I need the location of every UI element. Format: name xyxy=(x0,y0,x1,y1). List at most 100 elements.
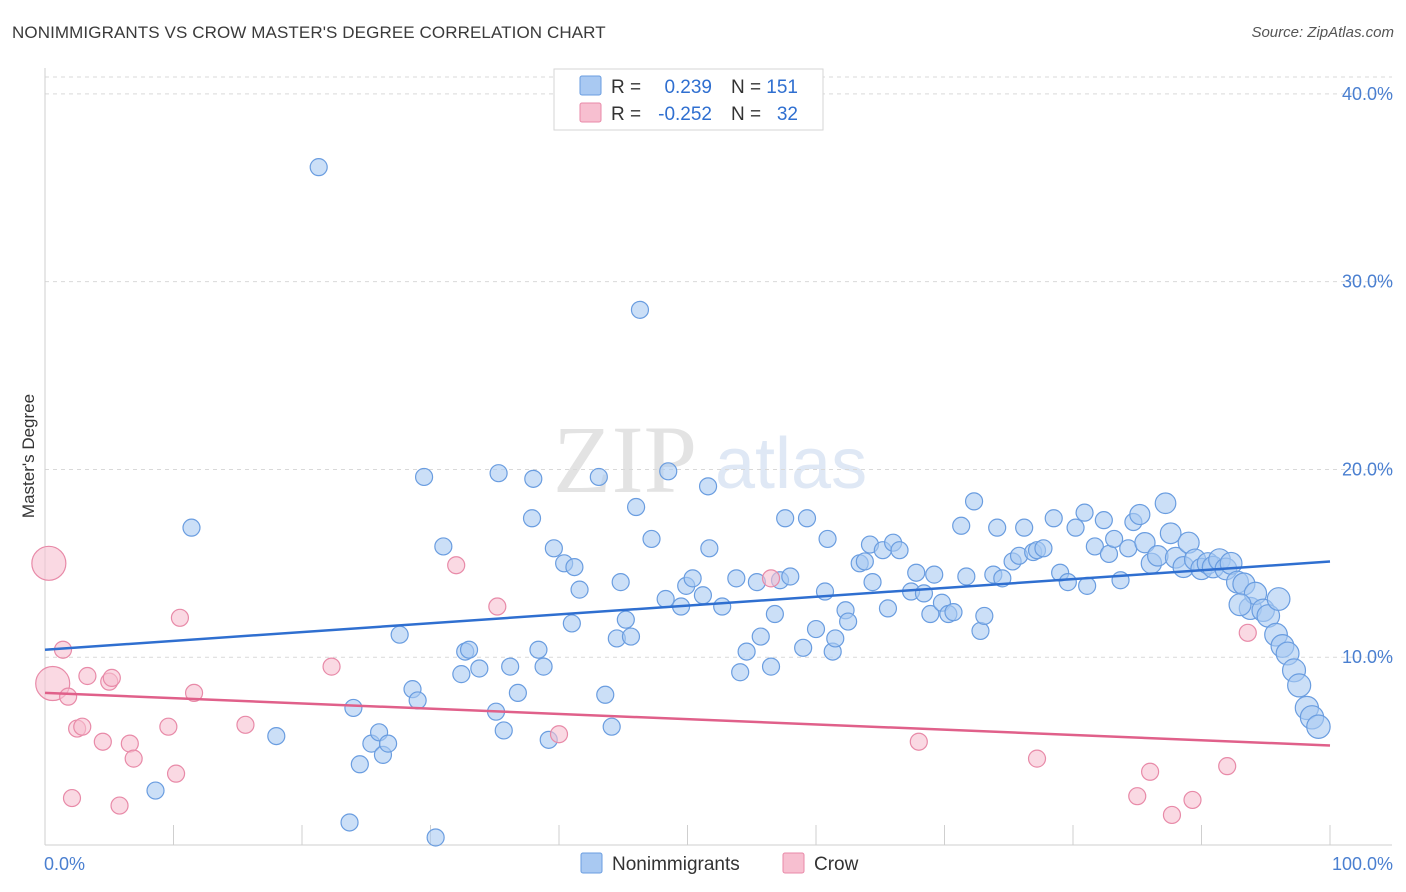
point-nonimmigrants xyxy=(350,755,369,774)
point-nonimmigrants xyxy=(1085,537,1104,556)
point-crow xyxy=(62,788,82,808)
point-nonimmigrants xyxy=(975,606,994,626)
point-nonimmigrants xyxy=(1119,539,1138,558)
point-nonimmigrants xyxy=(1058,573,1077,592)
point-nonimmigrants xyxy=(693,586,713,605)
point-nonimmigrants xyxy=(596,685,615,704)
point-crow xyxy=(322,657,341,676)
x-tick-label: 100.0% xyxy=(1332,854,1393,874)
point-nonimmigrants xyxy=(378,734,398,753)
point-nonimmigrants xyxy=(630,300,650,319)
point-nonimmigrants xyxy=(944,603,963,622)
point-nonimmigrants xyxy=(1078,576,1097,595)
point-nonimmigrants xyxy=(267,726,286,746)
point-crow xyxy=(761,569,781,588)
legend-r-value-crow: -0.252 xyxy=(658,104,712,125)
point-nonimmigrants xyxy=(659,462,678,481)
point-nonimmigrants xyxy=(863,573,882,592)
point-nonimmigrants xyxy=(1066,518,1085,537)
point-crow xyxy=(236,715,255,734)
trend-lines xyxy=(44,560,1331,747)
point-nonimmigrants xyxy=(925,565,944,584)
legend: R = 0.239 N = 151 R = -0.252 N = 32 xyxy=(553,68,824,131)
point-nonimmigrants xyxy=(489,464,508,483)
point-nonimmigrants xyxy=(565,557,584,577)
point-crow xyxy=(73,717,92,736)
point-nonimmigrants xyxy=(529,640,548,659)
point-nonimmigrants xyxy=(806,619,826,639)
point-nonimmigrants xyxy=(988,518,1007,537)
point-nonimmigrants xyxy=(761,657,781,676)
watermark-zip: ZIP xyxy=(553,406,697,513)
trend-line-crow xyxy=(44,691,1331,747)
y-tick-label: 30.0% xyxy=(1342,272,1393,292)
point-nonimmigrants xyxy=(534,657,553,676)
point-crow xyxy=(159,717,178,736)
point-nonimmigrants xyxy=(494,721,513,740)
point-nonimmigrants xyxy=(434,537,453,556)
point-nonimmigrants xyxy=(1099,544,1119,564)
point-nonimmigrants xyxy=(544,539,563,558)
point-crow xyxy=(1128,787,1147,806)
point-nonimmigrants xyxy=(1154,492,1177,515)
point-nonimmigrants xyxy=(878,599,898,618)
point-crow xyxy=(488,597,507,616)
y-tick-labels: 10.0% 20.0% 30.0% 40.0% xyxy=(1342,84,1393,667)
point-nonimmigrants xyxy=(683,569,702,588)
point-crow xyxy=(1183,790,1202,810)
point-nonimmigrants xyxy=(642,529,661,549)
point-nonimmigrants xyxy=(776,509,795,528)
trend-line-nonimmigrants xyxy=(44,560,1331,651)
point-nonimmigrants xyxy=(1306,714,1331,739)
point-crow xyxy=(1027,749,1047,768)
point-crow xyxy=(1218,757,1237,776)
point-crow xyxy=(1140,762,1160,781)
chart-title: NONIMMIGRANTS VS CROW MASTER'S DEGREE CO… xyxy=(12,23,606,42)
point-nonimmigrants xyxy=(522,509,542,528)
point-nonimmigrants xyxy=(309,158,328,177)
bottom-legend-label-nonimmigrants: Nonimmigrants xyxy=(612,854,740,875)
point-crow xyxy=(78,666,97,686)
point-nonimmigrants xyxy=(508,683,527,703)
point-nonimmigrants xyxy=(751,627,770,646)
point-nonimmigrants xyxy=(818,529,837,549)
point-nonimmigrants xyxy=(656,589,675,609)
bottom-legend-label-crow: Crow xyxy=(814,854,859,875)
point-nonimmigrants xyxy=(1129,503,1151,526)
point-nonimmigrants xyxy=(562,614,581,633)
point-nonimmigrants xyxy=(964,492,984,511)
x-tick-labels: 0.0% 100.0% xyxy=(44,854,1393,874)
point-nonimmigrants xyxy=(957,567,976,586)
point-nonimmigrants xyxy=(952,516,971,535)
point-crow xyxy=(31,545,67,581)
point-crow xyxy=(120,734,139,753)
point-nonimmigrants xyxy=(731,663,750,682)
point-crow xyxy=(549,725,569,744)
point-nonimmigrants xyxy=(971,621,990,641)
point-crow xyxy=(166,764,186,783)
point-crow xyxy=(124,749,143,768)
point-nonimmigrants xyxy=(182,518,201,537)
point-nonimmigrants xyxy=(1015,518,1034,537)
point-nonimmigrants xyxy=(470,659,489,678)
point-nonimmigrants xyxy=(914,584,934,603)
point-nonimmigrants xyxy=(616,610,635,629)
bottom-legend-swatch-crow xyxy=(782,852,805,874)
legend-r-label-nonimmigrants: R = xyxy=(611,77,641,98)
point-crow xyxy=(102,668,121,687)
y-tick-label: 10.0% xyxy=(1342,647,1393,667)
x-tick-label: 0.0% xyxy=(44,854,85,874)
point-nonimmigrants xyxy=(1044,509,1063,528)
bottom-legend-swatch-nonimmigrants xyxy=(580,852,603,874)
point-nonimmigrants xyxy=(1075,503,1094,522)
legend-swatch-nonimmigrants xyxy=(579,75,602,96)
point-nonimmigrants xyxy=(626,497,646,517)
point-nonimmigrants xyxy=(826,629,845,648)
point-crow xyxy=(170,608,190,627)
point-crow xyxy=(110,796,129,815)
point-crow xyxy=(93,732,112,751)
point-nonimmigrants xyxy=(1094,511,1113,530)
point-nonimmigrants xyxy=(794,638,813,657)
point-crow xyxy=(1238,623,1257,642)
